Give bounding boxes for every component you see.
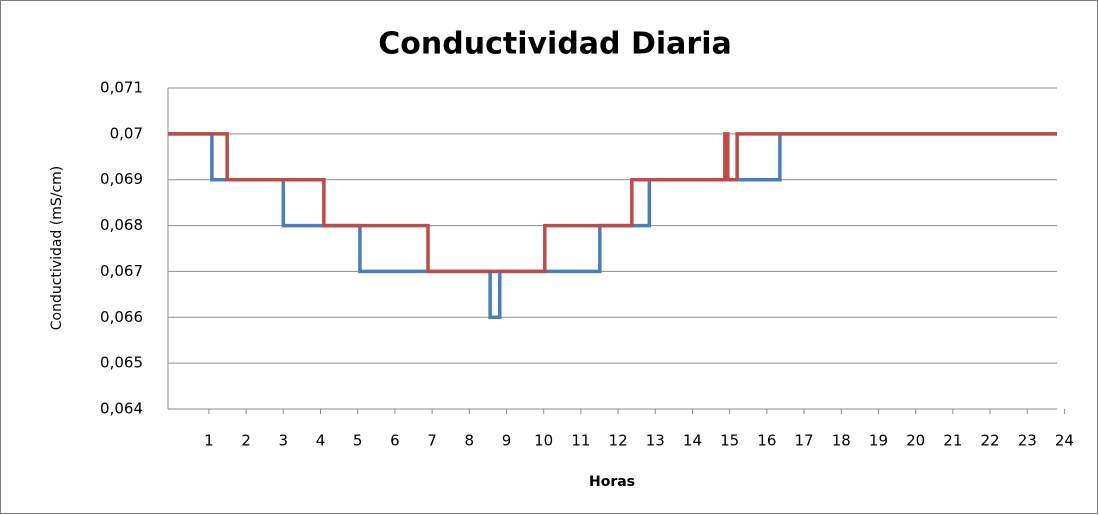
data-line — [168, 132, 1057, 274]
x-tick-label: 16 — [757, 432, 776, 450]
x-tick-label: 20 — [906, 432, 925, 450]
y-tick-label: 0,069 — [100, 170, 143, 188]
chart-title: Conductividad Diaria — [378, 27, 731, 62]
x-tick-label: 4 — [316, 432, 326, 450]
y-tick-label: 0,07 — [110, 124, 143, 142]
x-tick-label: 15 — [720, 432, 739, 450]
x-tick-label: 18 — [832, 432, 851, 450]
x-tick-label: 14 — [683, 432, 702, 450]
x-tick-label: 17 — [795, 432, 814, 450]
x-tick-label: 8 — [465, 432, 475, 450]
x-tick-label: 21 — [943, 432, 962, 450]
y-tick-label: 0,071 — [100, 79, 143, 97]
x-tick-label: 19 — [869, 432, 888, 450]
y-axis-label: Conductividad (mS/cm) — [49, 166, 65, 331]
y-tick-label: 0,065 — [100, 354, 143, 372]
x-tick-label: 11 — [571, 432, 590, 450]
y-tick-label: 0,068 — [100, 216, 143, 234]
x-tick-label: 3 — [279, 432, 289, 450]
y-tick-label: 0,067 — [100, 262, 143, 280]
x-tick-label: 10 — [534, 432, 553, 450]
x-tick-label: 7 — [427, 432, 437, 450]
x-tick-label: 12 — [609, 432, 628, 450]
x-axis-label: Horas — [589, 474, 635, 490]
x-tick-label: 9 — [502, 432, 512, 450]
x-tick-label: 2 — [241, 432, 251, 450]
x-tick-label: 13 — [646, 432, 665, 450]
x-tick-label: 23 — [1018, 432, 1037, 450]
y-tick-label: 0,064 — [100, 400, 143, 418]
y-tick-label: 0,066 — [100, 308, 143, 326]
x-tick-label: 5 — [353, 432, 363, 450]
x-tick-label: 1 — [204, 432, 214, 450]
x-tick-label: 6 — [390, 432, 400, 450]
x-tick-label: 24 — [1055, 432, 1074, 450]
x-tick-label: 22 — [980, 432, 999, 450]
